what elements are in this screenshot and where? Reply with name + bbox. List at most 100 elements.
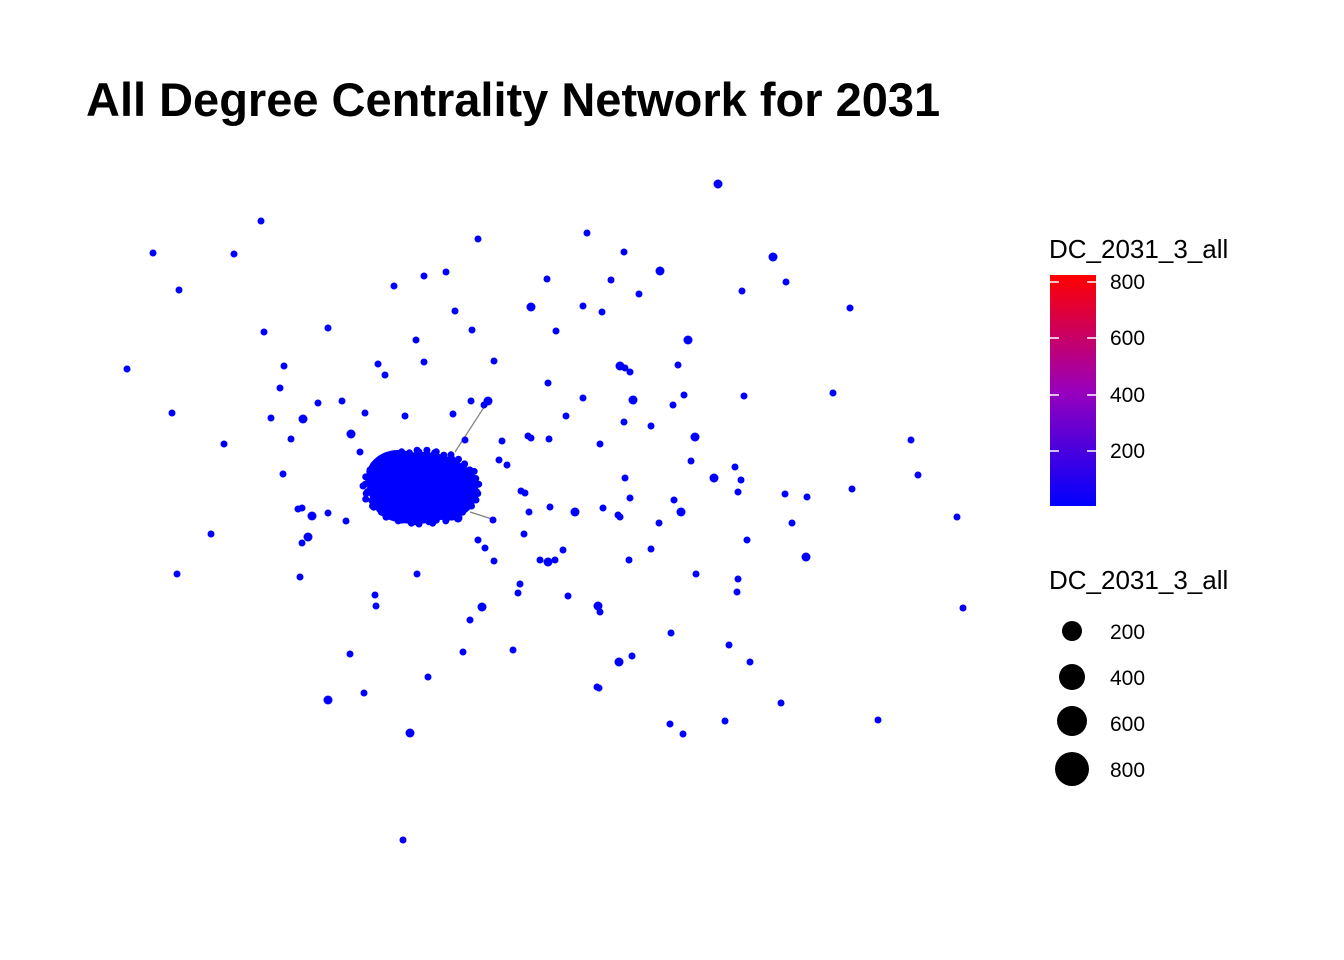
network-node [449, 410, 457, 418]
network-node [298, 539, 306, 547]
network-node [628, 652, 636, 660]
network-node [298, 414, 308, 424]
network-node [679, 730, 687, 738]
network-node [803, 493, 811, 501]
network-node [375, 460, 383, 468]
dense-node-cluster [359, 446, 483, 528]
network-node [307, 511, 317, 521]
network-node [743, 536, 751, 544]
color-tick-label: 800 [1110, 271, 1145, 294]
size-legend-label: 400 [1110, 667, 1145, 690]
network-node [442, 517, 450, 525]
network-node [746, 658, 754, 666]
network-node [768, 252, 778, 262]
network-node [448, 455, 456, 463]
network-edge [469, 511, 493, 520]
network-node [495, 456, 503, 464]
network-node [544, 379, 552, 387]
network-node [369, 502, 376, 510]
network-node [635, 290, 643, 298]
network-edges [454, 400, 493, 520]
network-node [527, 434, 535, 442]
network-node [674, 361, 682, 369]
network-node [287, 435, 295, 443]
network-node [520, 530, 528, 538]
network-node [734, 488, 742, 496]
network-node [621, 364, 629, 372]
network-node [525, 508, 533, 516]
network-node [338, 397, 346, 405]
network-node [413, 570, 421, 578]
network-node [620, 418, 628, 426]
network-node [788, 519, 796, 527]
network-node [389, 451, 397, 459]
network-node [371, 591, 379, 599]
network-node [173, 570, 181, 578]
network-node [346, 650, 354, 658]
network-node [477, 602, 487, 612]
network-node [207, 530, 215, 538]
network-node [461, 436, 469, 444]
network-node [509, 646, 517, 654]
network-node [498, 437, 506, 445]
network-node [363, 488, 371, 496]
network-node [777, 699, 785, 707]
network-node [466, 466, 474, 474]
network-node [481, 544, 489, 552]
network-node [412, 336, 420, 344]
network-node [621, 474, 629, 482]
network-node [459, 648, 467, 656]
network-node [490, 357, 498, 365]
network-node [405, 728, 415, 738]
network-node [362, 495, 370, 503]
network-node [405, 449, 413, 457]
network-node [626, 494, 634, 502]
network-node [296, 573, 304, 581]
network-node [267, 414, 275, 422]
network-node [360, 689, 368, 697]
network-node [442, 268, 450, 276]
network-node [324, 509, 332, 517]
network-node [690, 432, 700, 442]
network-node [551, 556, 559, 564]
network-node [381, 371, 389, 379]
network-node [279, 470, 287, 478]
network-node [276, 384, 284, 392]
network-node [391, 513, 399, 521]
network-node [552, 327, 560, 335]
network-node [579, 394, 587, 402]
network-node [455, 455, 462, 463]
network-node [361, 409, 369, 417]
network-node [655, 266, 665, 276]
color-tick-label: 600 [1110, 327, 1145, 350]
network-node [579, 302, 587, 310]
network-edge [454, 400, 489, 453]
network-node [366, 466, 374, 474]
color-tick-label: 200 [1110, 440, 1145, 463]
network-node [676, 507, 686, 517]
network-node [362, 473, 370, 481]
network-node [687, 457, 695, 465]
network-node [399, 836, 407, 844]
network-node [346, 429, 356, 439]
network-node [514, 589, 522, 597]
network-node [175, 286, 183, 294]
network-node [303, 532, 313, 542]
network-node [467, 397, 475, 405]
network-node [536, 556, 544, 564]
size-legend-label: 200 [1110, 621, 1145, 644]
network-node [680, 391, 688, 399]
network-node [374, 360, 382, 368]
network-node [737, 476, 745, 484]
network-node [324, 324, 332, 332]
network-node [667, 629, 675, 637]
network-node [368, 497, 376, 505]
network-node [503, 461, 511, 469]
network-node [390, 282, 398, 290]
network-node [474, 490, 482, 497]
network-node [874, 716, 882, 724]
network-node [420, 272, 428, 280]
network-node [595, 684, 603, 692]
network-node [472, 496, 480, 504]
network-node [733, 588, 741, 596]
